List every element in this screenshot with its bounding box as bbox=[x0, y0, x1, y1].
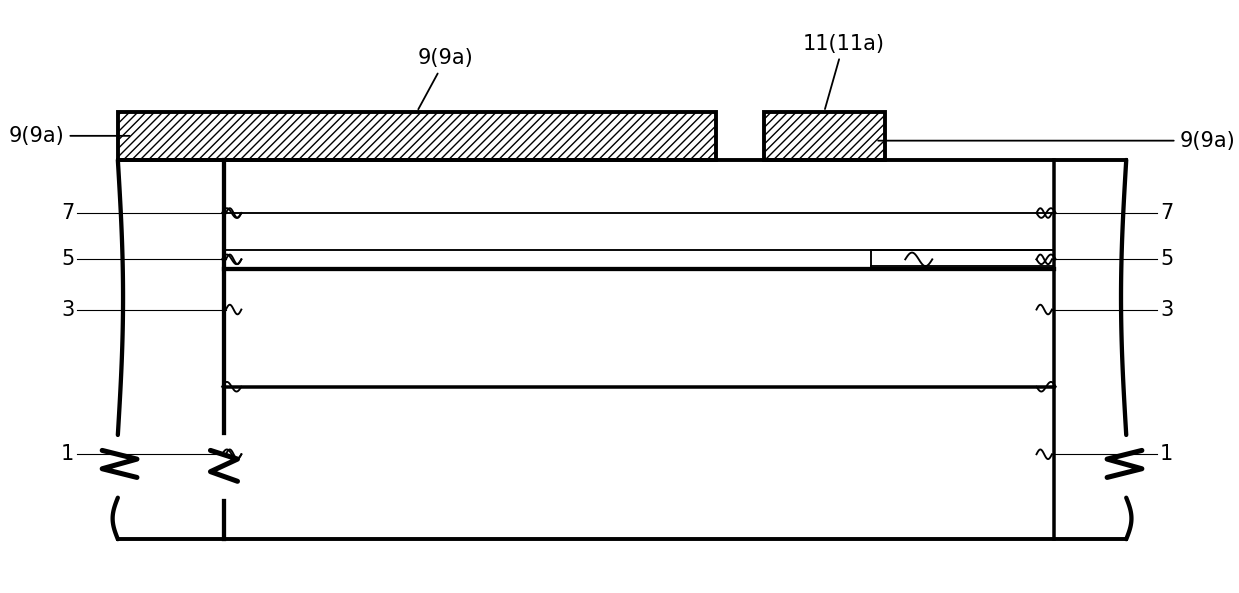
Text: 1: 1 bbox=[61, 444, 74, 464]
Text: 9(9a): 9(9a) bbox=[9, 126, 130, 146]
Text: 5: 5 bbox=[61, 249, 74, 269]
Text: 9(9a): 9(9a) bbox=[418, 48, 473, 109]
Text: 9(9a): 9(9a) bbox=[878, 130, 1235, 151]
Bar bbox=[764, 111, 885, 160]
Text: 11(11a): 11(11a) bbox=[803, 34, 885, 109]
Text: 3: 3 bbox=[61, 299, 74, 320]
Text: 1: 1 bbox=[1160, 444, 1173, 464]
Text: 5: 5 bbox=[1160, 249, 1173, 269]
Text: 7: 7 bbox=[1160, 203, 1173, 223]
Text: 3: 3 bbox=[1160, 299, 1173, 320]
Text: 7: 7 bbox=[61, 203, 74, 223]
Bar bbox=[118, 111, 716, 160]
